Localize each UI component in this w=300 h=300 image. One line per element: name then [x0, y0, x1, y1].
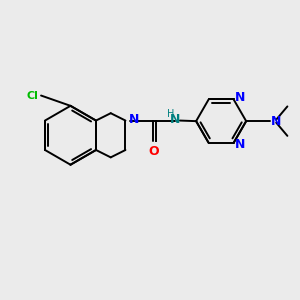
Text: N: N [235, 91, 245, 104]
Text: H: H [167, 109, 174, 119]
Text: N: N [128, 112, 139, 126]
Text: N: N [271, 115, 282, 128]
Text: N: N [235, 138, 245, 152]
Text: O: O [148, 145, 159, 158]
Text: Cl: Cl [27, 91, 39, 100]
Text: N: N [170, 113, 181, 127]
